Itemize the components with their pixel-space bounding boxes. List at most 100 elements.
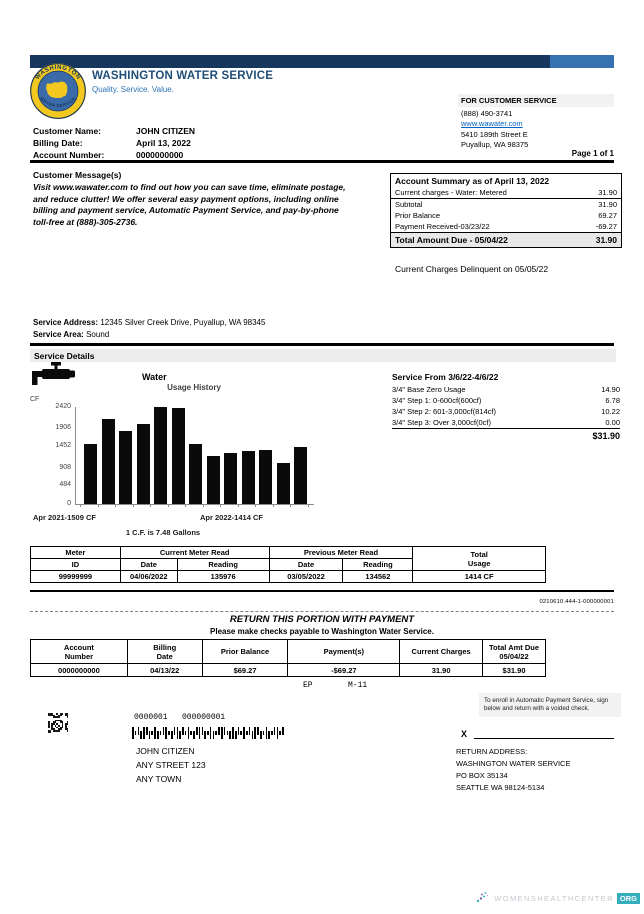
account-summary-title: Account Summary as of April 13, 2022	[395, 176, 550, 186]
service-address-value: 12345 Silver Creek Drive, Puyallup, WA 9…	[100, 318, 266, 327]
customer-service-block: FOR CUSTOMER SERVICE (888) 490-3741 www.…	[458, 94, 614, 149]
customer-service-phone: (888) 490-3741	[461, 108, 513, 118]
divider	[30, 343, 614, 346]
company-name: WASHINGTON WATER SERVICE	[92, 70, 274, 82]
account-number-value: 0000000000	[136, 150, 184, 160]
delinquent-note: Current Charges Delinquent on 05/05/22	[395, 264, 549, 274]
payments-header: Payment(s)	[287, 639, 401, 664]
account-number-label: Account Number:	[33, 150, 105, 160]
charge-row: 3/4" Step 1: 0-600cf(600cf) 6.78	[392, 395, 620, 406]
footer-watermark: WOMENSHEALTHCENTER ORG	[475, 890, 640, 906]
charge-value: 6.78	[605, 396, 620, 405]
customer-message-body: Visit www.wawater.com to find out how yo…	[33, 182, 346, 227]
watermark-org-badge: ORG	[616, 892, 640, 904]
summary-label: Current charges - Water: Metered	[395, 188, 507, 197]
return-address-pobox: PO BOX 35134	[456, 771, 508, 780]
return-address-city: SEATTLE WA 98124-5134	[456, 783, 545, 792]
return-address-label: RETURN ADDRESS:	[456, 747, 528, 756]
usage-bar	[259, 449, 272, 504]
usage-chart-plot	[75, 407, 314, 507]
usage-bar	[101, 419, 115, 504]
remit-current-charges: 31.90	[399, 663, 484, 677]
usage-bar	[189, 444, 202, 504]
total-due-label: Total Amount Due - 05/04/22	[395, 235, 508, 245]
chart-end-label: Apr 2022-1414 CF	[200, 513, 263, 522]
charge-value: 10.22	[601, 407, 620, 416]
total-due-value: 31.90	[595, 235, 617, 245]
billing-date-label: Billing Date:	[33, 138, 83, 148]
chart-start-label: Apr 2021-1509 CF	[33, 513, 96, 522]
summary-row: Subtotal 31.90	[391, 199, 621, 210]
charge-label: 3/4" Step 1: 0-600cf(600cf)	[392, 396, 482, 405]
billing-date-header: Billing Date	[126, 639, 203, 664]
faucet-icon	[32, 362, 75, 385]
meter-header: Meter	[30, 546, 121, 559]
summary-row: Current charges - Water: Metered 31.90	[391, 187, 621, 199]
signature-line[interactable]	[474, 738, 614, 739]
customer-name-value: JOHN CITIZEN	[136, 126, 196, 136]
current-read-value: 135976	[176, 570, 270, 583]
service-charges-block: Service From 3/6/22-4/6/22 3/4" Base Zer…	[392, 372, 620, 441]
remit-payments: -$69.27	[287, 663, 401, 677]
customer-message-title: Customer Message(s)	[33, 170, 122, 180]
charge-row: 3/4" Base Zero Usage 14.90	[392, 384, 620, 395]
usage-bar	[171, 408, 185, 504]
tear-off-line	[30, 611, 614, 612]
summary-row: Payment Received-03/23/22 -69.27	[391, 221, 621, 232]
summary-label: Subtotal	[395, 200, 423, 209]
usage-bar	[136, 423, 150, 504]
customer-service-address1: 5410 189th Street E	[461, 129, 528, 139]
summary-value: 31.90	[598, 188, 617, 197]
page-number: Page 1 of 1	[571, 149, 614, 158]
website-link[interactable]: www.wawater.com	[461, 119, 523, 128]
summary-label: Payment Received-03/23/22	[395, 222, 490, 231]
checks-payable-note: Please make checks payable to Washington…	[210, 627, 434, 636]
account-number-header: Account Number	[30, 639, 128, 664]
service-area-value: Sound	[86, 330, 110, 339]
summary-value: 31.90	[598, 200, 617, 209]
total-amt-due-header: Total Amt Due 05/04/22	[482, 639, 546, 664]
total-usage-value: 1414 CF	[412, 570, 546, 583]
chart-title: Usage History	[167, 383, 221, 392]
usage-bar	[294, 447, 307, 504]
code-ep: EP	[303, 681, 313, 690]
date-header: Date	[268, 558, 344, 571]
company-logo: WASHINGTON WATER SERVICE	[30, 63, 86, 119]
service-area-label: Service Area:	[33, 330, 84, 339]
document-code: 0210610.444-1-000000001	[539, 599, 614, 605]
service-area-line: Service Area: Sound	[33, 330, 109, 339]
mailing-street: ANY STREET 123	[136, 760, 206, 770]
usage-bar	[154, 407, 167, 504]
divider	[30, 160, 614, 163]
service-address-label: Service Address:	[33, 318, 99, 327]
service-address-line: Service Address: 12345 Silver Creek Driv…	[33, 318, 265, 327]
customer-name-label: Customer Name:	[33, 126, 102, 136]
prior-balance-header: Prior Balance	[201, 639, 289, 664]
summary-value: -69.27	[595, 222, 617, 231]
customer-service-title: FOR CUSTOMER SERVICE	[458, 94, 614, 107]
account-summary-box: Account Summary as of April 13, 2022 Cur…	[390, 173, 622, 248]
charge-row: 3/4" Step 2: 601-3,000cf(814cf) 10.22	[392, 406, 620, 417]
meter-data-row: 99999999 04/06/2022 135976 03/05/2022 13…	[30, 570, 546, 583]
meter-table: Meter Current Meter Read Previous Meter …	[30, 546, 546, 583]
signature-x: X	[461, 729, 468, 739]
sparkle-dots-icon	[477, 892, 489, 903]
mail-id-numbers: 0000001 000000001	[134, 713, 226, 722]
imb-barcode	[132, 727, 285, 739]
charge-label: 3/4" Base Zero Usage	[392, 385, 466, 394]
current-read-date: 04/06/2022	[119, 570, 178, 583]
total-usage-header: Total Usage	[412, 546, 546, 571]
previous-read-header: Previous Meter Read	[268, 546, 414, 559]
washington-state-shape	[45, 81, 68, 98]
summary-value: 69.27	[598, 211, 617, 220]
mailing-town: ANY TOWN	[136, 774, 182, 784]
reading-header: Reading	[342, 558, 414, 571]
current-read-header: Current Meter Read	[119, 546, 270, 559]
qr-code	[48, 713, 69, 734]
charge-value: 0.00	[605, 418, 620, 427]
usage-chart-yticks: 2420 1906 1452 908 484 0	[55, 403, 71, 507]
service-details-band: Service Details	[30, 349, 616, 362]
remit-prior-balance: $69.27	[201, 663, 289, 677]
charge-label: 3/4" Step 3: Over 3,000cf(0cf)	[392, 418, 491, 427]
